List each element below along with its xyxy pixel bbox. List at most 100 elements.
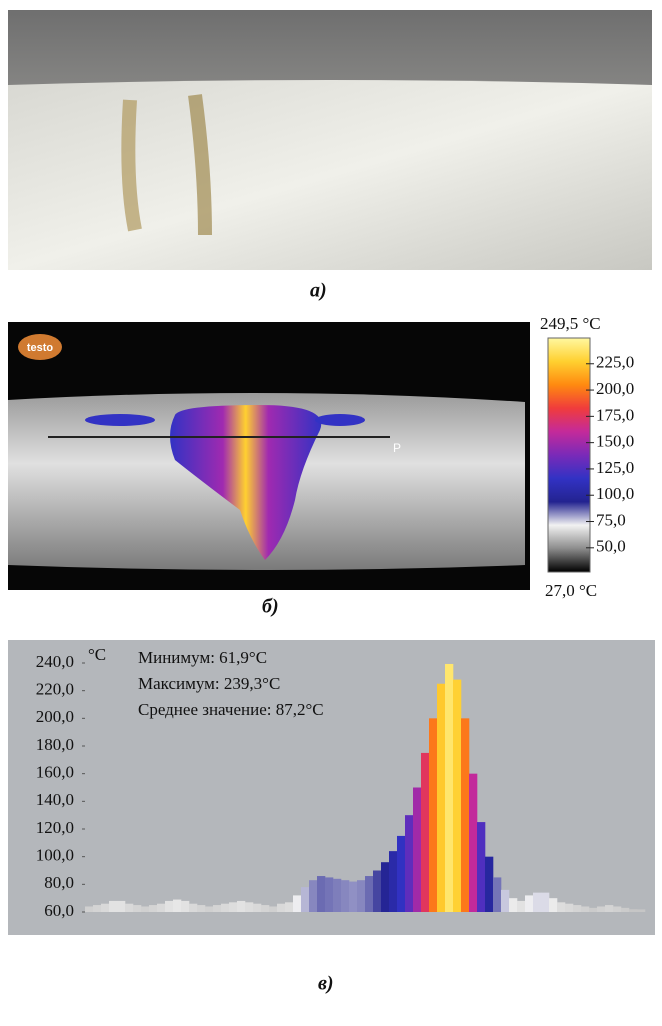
bar [629, 909, 637, 912]
bar [293, 895, 301, 912]
tick-label: 50,0 [596, 537, 626, 556]
y-tick-label: 220,0 [36, 680, 74, 699]
bar [269, 906, 277, 912]
y-tick-label: 120,0 [36, 818, 74, 837]
bar [357, 880, 365, 912]
bar [173, 900, 181, 912]
bar [213, 905, 221, 912]
bar [325, 877, 333, 912]
y-tick-label: 100,0 [36, 846, 74, 865]
y-tick-label: 60,0 [44, 901, 74, 920]
bar [125, 904, 133, 912]
bar [221, 904, 229, 912]
tick-label: 175,0 [596, 405, 634, 424]
bar [181, 901, 189, 912]
thermal-image: P testo [8, 322, 530, 590]
bar [141, 906, 149, 912]
bar [549, 898, 557, 912]
bar [117, 901, 125, 912]
bar [493, 877, 501, 912]
bar [477, 822, 485, 912]
tick-label: 125,0 [596, 458, 634, 477]
bar [389, 851, 397, 912]
y-tick-label: 180,0 [36, 735, 74, 754]
bar [253, 904, 261, 912]
tick-label: 150,0 [596, 432, 634, 451]
bar [405, 815, 413, 912]
tick-label: 75,0 [596, 510, 626, 529]
bar [229, 902, 237, 912]
bar [429, 718, 437, 912]
annotation: Максимум: 239,3°C [138, 674, 280, 693]
bar [373, 871, 381, 913]
bar [453, 680, 461, 912]
colorbar-scale [548, 338, 590, 572]
bar [157, 904, 165, 912]
logo: testo [27, 342, 54, 354]
bar [349, 882, 357, 912]
bar [621, 908, 629, 912]
bar [261, 905, 269, 912]
bar [309, 880, 317, 912]
bar [93, 905, 101, 912]
bar [341, 880, 349, 912]
bar [197, 905, 205, 912]
bar [237, 901, 245, 912]
colorbar-min: 27,0 °C [545, 581, 597, 600]
figure: а) P testo б) 249,5 °C 27,0 °C 50,0 75,0 100… [0, 0, 662, 1021]
bar [165, 901, 173, 912]
bar [597, 906, 605, 912]
unit-label: °C [88, 645, 106, 664]
bar [637, 909, 645, 912]
bar [189, 904, 197, 912]
bar [533, 893, 541, 912]
bar [469, 774, 477, 912]
bar [437, 684, 445, 912]
bar [581, 906, 589, 912]
annotation: Среднее значение: 87,2°C [138, 700, 324, 719]
bar [541, 893, 549, 912]
tick-label: 100,0 [596, 484, 634, 503]
bar [101, 904, 109, 912]
y-tick-label: 160,0 [36, 763, 74, 782]
bar [421, 753, 429, 912]
bar [205, 906, 213, 912]
bar [317, 876, 325, 912]
bar [517, 901, 525, 912]
bar [413, 788, 421, 913]
bar [85, 906, 93, 912]
tick-label: 225,0 [596, 353, 634, 372]
bar [461, 718, 469, 912]
colorbar: 249,5 °C 27,0 °C 50,0 75,0 100,0 125,0 150,0 17… [540, 314, 634, 600]
bar [149, 905, 157, 912]
bar [501, 890, 509, 912]
caption: а) [310, 280, 327, 302]
bar [525, 895, 533, 912]
annotation: Минимум: 61,9°C [138, 648, 267, 667]
bar [613, 906, 621, 912]
bar [277, 904, 285, 912]
bar [381, 862, 389, 912]
y-tick-label: 200,0 [36, 707, 74, 726]
bar [333, 879, 341, 912]
bar [109, 901, 117, 912]
bar [509, 898, 517, 912]
y-tick-label: 80,0 [44, 873, 74, 892]
bar [397, 836, 405, 912]
bar [589, 908, 597, 912]
caption: б) [262, 596, 279, 618]
bar [573, 905, 581, 912]
colorbar-max: 249,5 °C [540, 314, 601, 333]
bar [301, 887, 309, 912]
y-tick-label: 140,0 [36, 790, 74, 809]
bar [133, 905, 141, 912]
bar [605, 905, 613, 912]
marker-label: P [393, 441, 401, 455]
bar [245, 902, 253, 912]
caption: в) [318, 973, 334, 995]
bar [565, 904, 573, 912]
y-tick-label: 240,0 [36, 652, 74, 671]
tick-label: 200,0 [596, 379, 634, 398]
bar [365, 876, 373, 912]
photo [8, 10, 652, 270]
